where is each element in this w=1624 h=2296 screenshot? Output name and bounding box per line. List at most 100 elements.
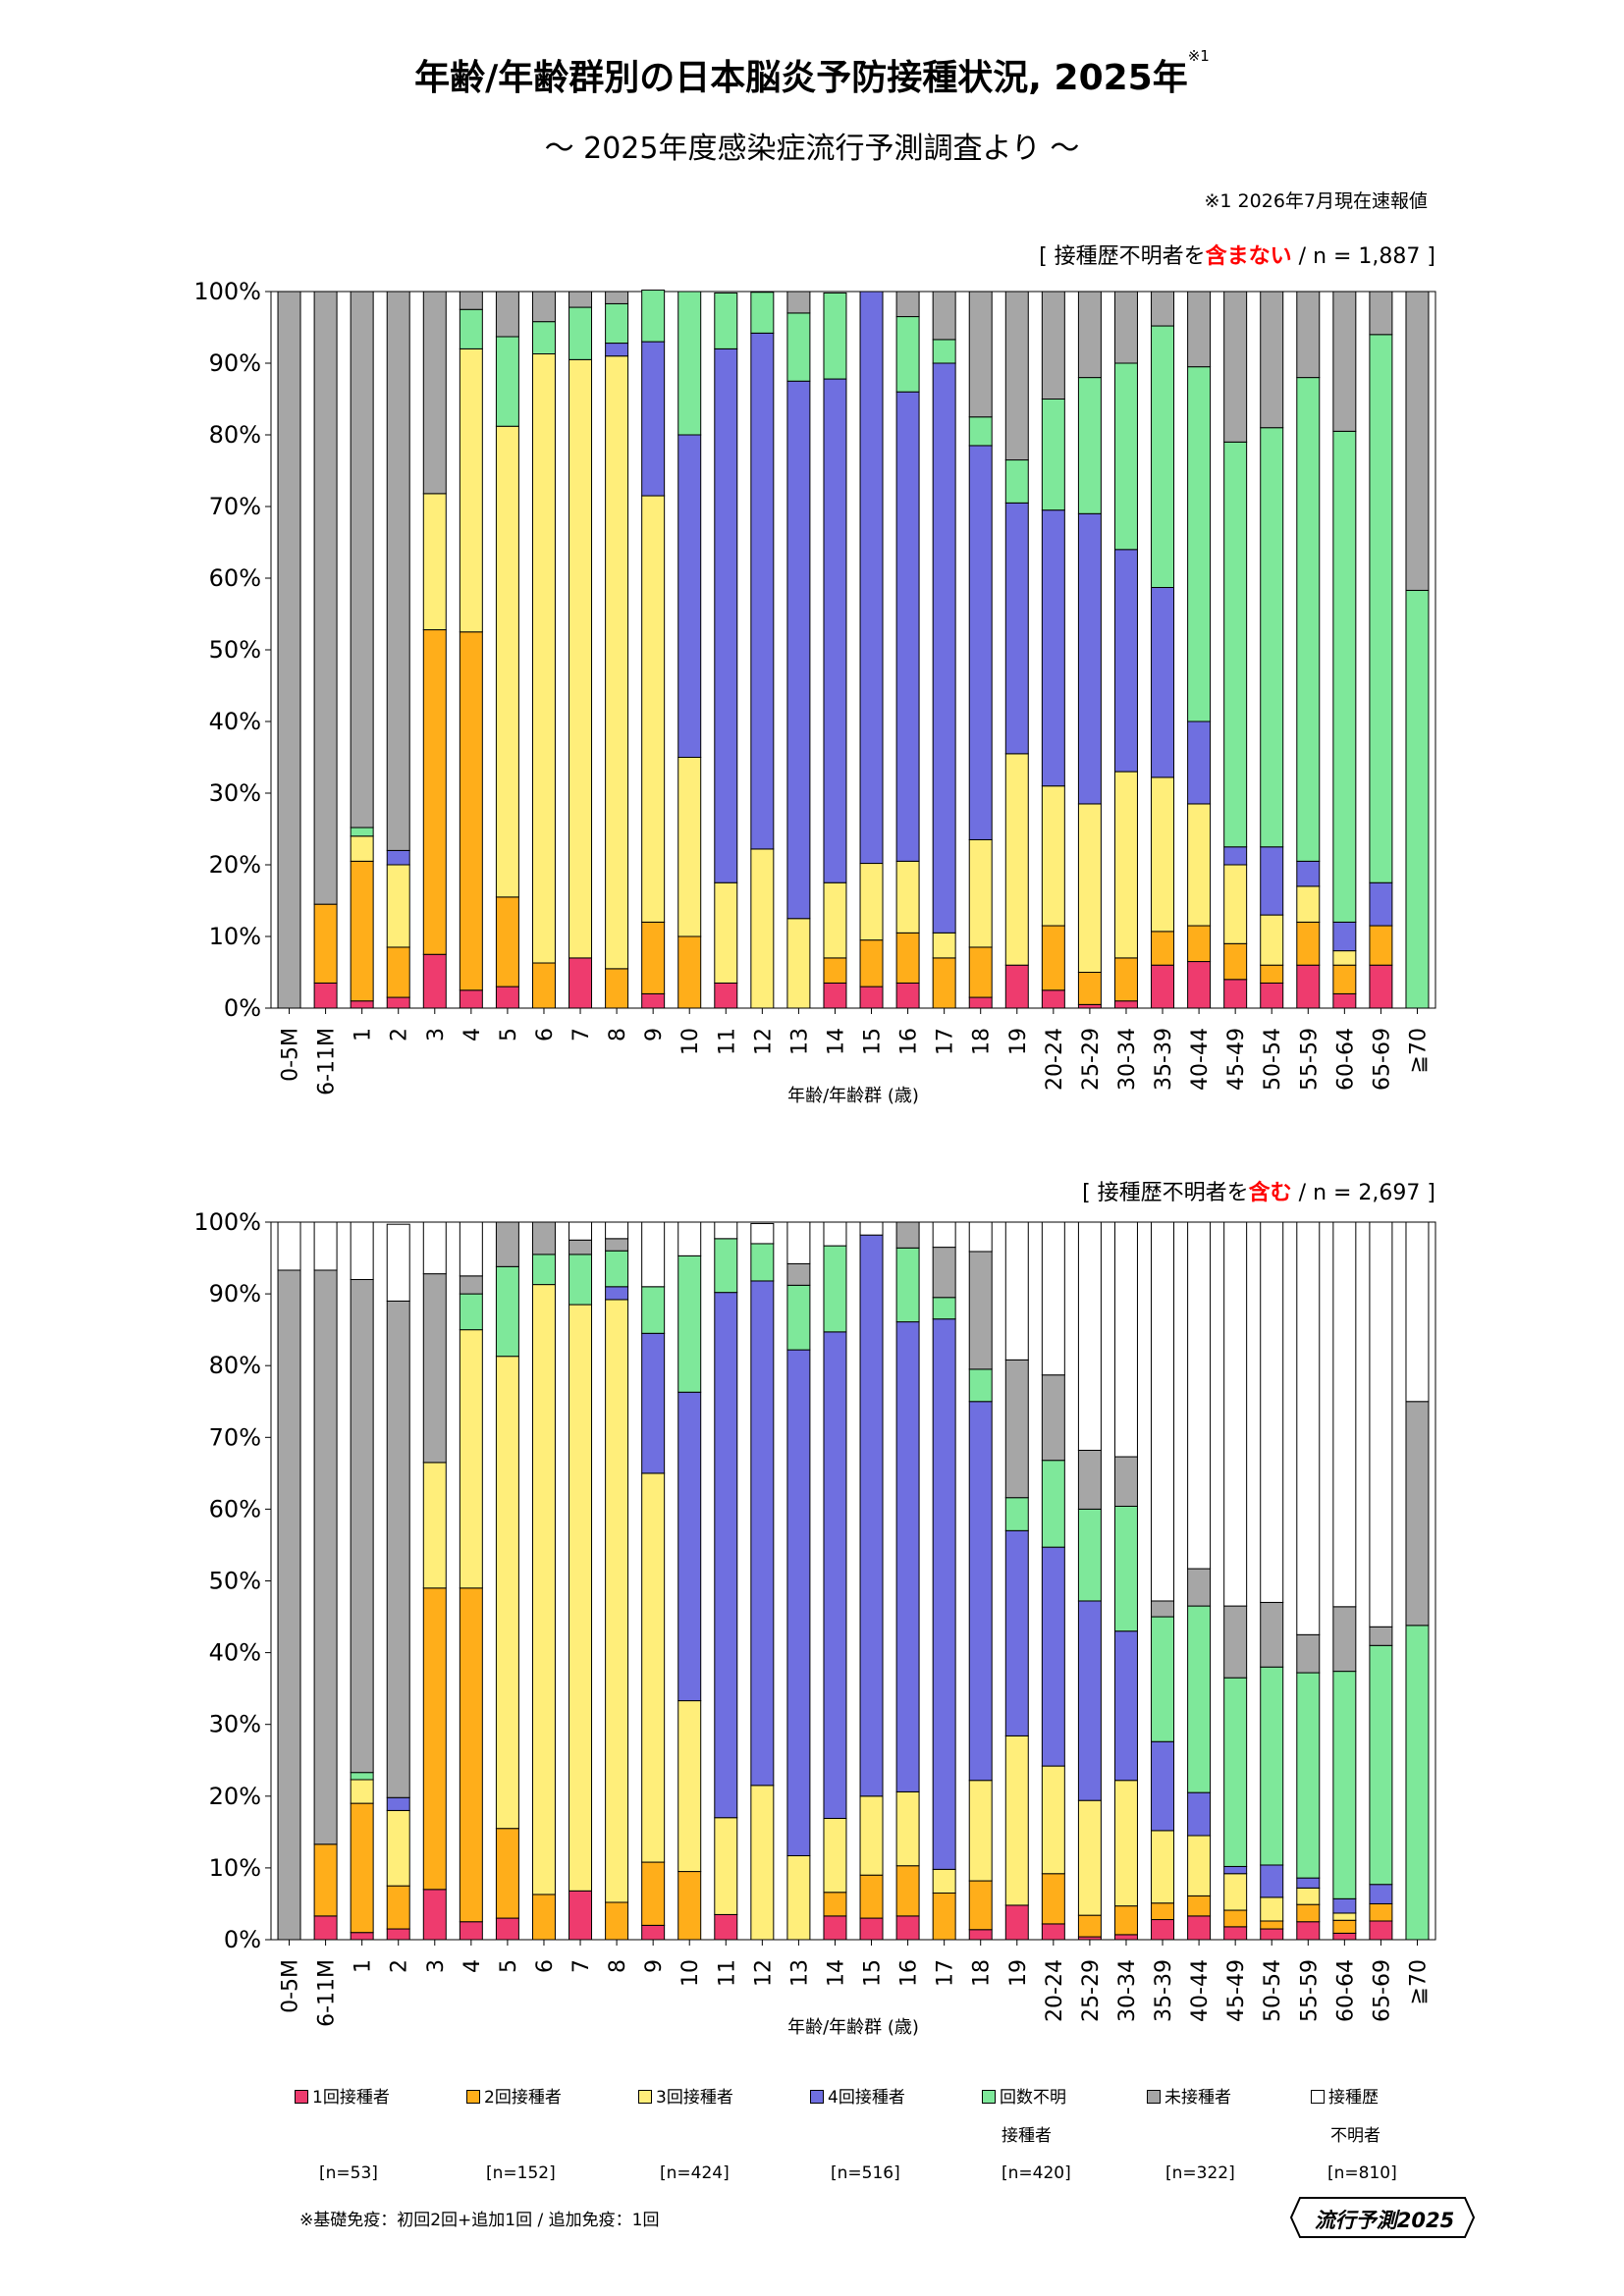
legend-swatch-dose4	[810, 2090, 824, 2104]
bar-segment-dose4	[1187, 1791, 1212, 1837]
x-tick-label: 1	[352, 1959, 376, 1973]
y-tick-label: 10%	[209, 1854, 261, 1882]
legend-swatch-unvaccinated	[1147, 2090, 1161, 2104]
bar-segment-dose3	[1187, 1835, 1212, 1896]
bar-segment-unvaccinated	[313, 1269, 338, 1845]
bar-segment-unvaccinated	[459, 1275, 483, 1295]
x-tick-label: 15	[861, 1959, 886, 1987]
legend-n-dose2: [n=152]	[486, 2163, 556, 2183]
y-tick-label: 80%	[209, 1352, 261, 1379]
x-tick-label: 14	[824, 1028, 848, 1055]
legend-swatch-unknown-count	[982, 2090, 996, 2104]
bar-segment-unvaccinated	[932, 1247, 956, 1299]
bar-segment-unvaccinated	[422, 1273, 447, 1464]
bar-segment-unvaccinated	[1369, 291, 1393, 336]
bar-segment-dose4	[1151, 1740, 1175, 1832]
bar-segment-dose3	[1296, 1887, 1321, 1905]
bar-segment-dose4	[1296, 1877, 1321, 1889]
x-axis-label: 年齢/年齢群 (歳)	[787, 1086, 919, 1106]
bar-segment-dose1	[350, 1932, 374, 1941]
bar-segment-unknown_count	[605, 1250, 629, 1288]
bar-segment-dose3	[568, 1304, 593, 1892]
bar-segment-dose4	[677, 1391, 702, 1702]
bar-segment-unvaccinated	[1077, 291, 1102, 379]
logo	[1289, 2197, 1476, 2238]
bar-segment-unvaccinated	[1187, 1568, 1212, 1607]
bar-segment-dose2	[677, 1871, 702, 1941]
bar-segment-unvaccinated	[1405, 291, 1430, 591]
bar-segment-dose3	[1113, 1780, 1138, 1907]
bar-segment-dose4	[1041, 1546, 1065, 1767]
x-tick-label: 2	[388, 1028, 412, 1041]
x-tick-label: 16	[897, 1959, 922, 1987]
bar-segment-history_unknown	[568, 1221, 593, 1241]
bar-segment-dose3	[495, 1356, 519, 1830]
page-title: 年齢/年齢群別の日本脳炎予防接種状況, 2025年※1	[414, 47, 1210, 98]
bar-segment-dose4	[1077, 1600, 1102, 1801]
bar-segment-unvaccinated	[786, 291, 811, 314]
note-suffix: / n = 1,887 ]	[1292, 244, 1435, 269]
x-tick-label: 20-24	[1043, 1028, 1067, 1091]
bar-segment-dose2	[495, 1828, 519, 1919]
x-tick-label: 15	[861, 1028, 886, 1055]
bar-segment-dose3	[1077, 1799, 1102, 1916]
x-tick-label: 19	[1006, 1028, 1031, 1055]
y-tick-label: 70%	[209, 493, 261, 520]
x-tick-label: 16	[897, 1028, 922, 1055]
bar-segment-unvaccinated	[568, 291, 593, 308]
bar-segment-history_unknown	[422, 1221, 447, 1275]
bar-segment-dose1	[459, 1921, 483, 1941]
x-tick-label: 12	[751, 1028, 776, 1055]
bar-segment-history_unknown	[1369, 1221, 1393, 1628]
sample-size-note: [ 接種歴不明者を含まない / n = 1,887 ]	[1039, 243, 1435, 269]
bar-segment-unvaccinated	[1004, 291, 1029, 461]
bar-segment-dose2	[1260, 1920, 1284, 1930]
bar-segment-unvaccinated	[1113, 1456, 1138, 1507]
bar-segment-dose3	[823, 1817, 847, 1894]
legend-item-history-unknown: 接種歴 不明者	[1311, 2083, 1478, 2146]
bar-segment-dose2	[350, 1802, 374, 1934]
bar-segment-dose3	[1004, 1735, 1029, 1906]
bar-segment-dose1	[1187, 1915, 1212, 1941]
bar-segment-unknown_count	[823, 292, 847, 380]
bar-segment-dose2	[1369, 1902, 1393, 1922]
bar-segment-dose1	[313, 1915, 338, 1941]
bar-segment-dose4	[895, 1321, 920, 1792]
bar-segment-unknown_count	[823, 1245, 847, 1333]
y-tick-label: 50%	[209, 1568, 261, 1595]
bar-segment-dose4	[1369, 1884, 1393, 1904]
bar-segment-unknown_count	[714, 1238, 738, 1294]
bar-segment-history_unknown	[1405, 1221, 1430, 1403]
bar-segment-dose1	[1223, 1926, 1248, 1941]
bar-segment-dose1	[1151, 1919, 1175, 1941]
note-prefix: [ 接種歴不明者を	[1082, 1181, 1249, 1205]
bar-segment-dose3	[1332, 1912, 1357, 1921]
bar-segment-unvaccinated	[1077, 1449, 1102, 1510]
bar-segment-unvaccinated	[1041, 291, 1065, 400]
x-tick-label: 6	[533, 1959, 558, 1973]
x-tick-label: 7	[569, 1959, 594, 1973]
bar-segment-unvaccinated	[1296, 291, 1321, 379]
bar-segment-unvaccinated	[1151, 291, 1175, 327]
bar-segment-dose4	[823, 1331, 847, 1819]
legend-n-unvaccinated: [n=322]	[1165, 2163, 1235, 2183]
bar-segment-unvaccinated	[459, 291, 483, 310]
bar-segment-dose3	[641, 1472, 666, 1863]
bar-segment-unknown_count	[932, 1297, 956, 1320]
bar-segment-dose1	[495, 1917, 519, 1941]
legend-n-history-unknown: [n=810]	[1327, 2163, 1397, 2183]
bar-segment-dose1	[568, 1890, 593, 1941]
y-tick-label: 100%	[193, 278, 261, 305]
x-tick-label: 6	[533, 1028, 558, 1041]
bar-segment-unvaccinated	[313, 291, 338, 905]
x-tick-label: 17	[934, 1028, 958, 1055]
bar-segment-history_unknown	[1260, 1221, 1284, 1603]
y-tick-label: 80%	[209, 421, 261, 449]
bar-segment-history_unknown	[1077, 1221, 1102, 1451]
title-footnote-mark: ※1	[1187, 47, 1210, 65]
bar-segment-unknown_count	[1113, 1505, 1138, 1632]
bar-segment-unvaccinated	[350, 1278, 374, 1774]
data-status-footnote: ※1 2026年7月現在速報値	[1204, 190, 1429, 212]
bar-segment-unknown_count	[1041, 1460, 1065, 1548]
x-tick-label: 19	[1006, 1959, 1031, 1987]
